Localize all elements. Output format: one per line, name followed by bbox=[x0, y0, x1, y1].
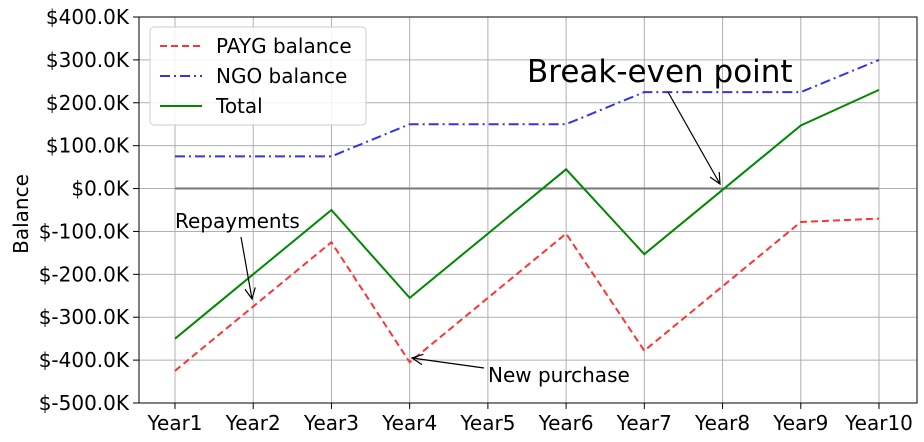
y-tick-label: $100.0K bbox=[46, 134, 130, 158]
annotation-arrowhead bbox=[410, 353, 424, 366]
y-tick-label: $0.0K bbox=[71, 177, 130, 201]
annotation-label: Break-even point bbox=[527, 54, 793, 90]
annotation-arrowhead bbox=[244, 287, 256, 301]
plot-frame bbox=[138, 16, 918, 404]
y-axis-label: Balance bbox=[9, 174, 33, 254]
y-tick-label: $-500.0K bbox=[39, 391, 130, 415]
total-line bbox=[174, 88, 880, 340]
y-tick-label: $-200.0K bbox=[39, 262, 130, 286]
y-tick-label: $-100.0K bbox=[39, 219, 130, 243]
payg-balance-line bbox=[174, 217, 880, 372]
legend-entry: NGO balance bbox=[216, 64, 347, 88]
annotation-arrowhead bbox=[709, 171, 721, 186]
y-tick-label: $-300.0K bbox=[39, 305, 130, 329]
legend-entry: Total bbox=[215, 94, 263, 118]
annotation-arrow bbox=[411, 357, 485, 369]
y-tick-label: $-400.0K bbox=[39, 348, 130, 372]
x-axis-ticks: Year1 Year2 Year3 Year4 Year5 Year6 Year7 Year8… bbox=[146, 403, 913, 435]
series-lines bbox=[174, 58, 880, 372]
x-tick-label: Year8 bbox=[694, 411, 750, 435]
legend-entry: PAYG balance bbox=[216, 34, 352, 58]
x-tick-label: Year7 bbox=[616, 411, 672, 435]
annotation-arrow bbox=[240, 236, 253, 300]
legend-box bbox=[149, 26, 367, 126]
annotation-arrow bbox=[667, 91, 721, 185]
y-tick-label: $400.0K bbox=[46, 5, 130, 29]
legend: PAYG balance NGO balance Total bbox=[149, 26, 367, 126]
x-tick-label: Year10 bbox=[844, 411, 913, 435]
x-tick-label: Year9 bbox=[772, 411, 828, 435]
x-tick-label: Year4 bbox=[381, 411, 437, 435]
y-tick-label: $300.0K bbox=[46, 48, 130, 72]
y-axis-ticks: $-500.0K $-400.0K $-300.0K $-200.0K $-100.0K… bbox=[39, 5, 139, 415]
x-tick-label: Year6 bbox=[538, 411, 594, 435]
annotations: Break-even point Repayments New purchase bbox=[175, 54, 793, 387]
annotation-label: New purchase bbox=[488, 363, 630, 387]
x-tick-label: Year5 bbox=[459, 411, 515, 435]
annotation-label: Repayments bbox=[175, 209, 300, 233]
x-tick-label: Year2 bbox=[225, 411, 281, 435]
x-tick-label: Year1 bbox=[146, 411, 202, 435]
x-tick-label: Year3 bbox=[303, 411, 359, 435]
y-tick-label: $200.0K bbox=[46, 91, 130, 115]
